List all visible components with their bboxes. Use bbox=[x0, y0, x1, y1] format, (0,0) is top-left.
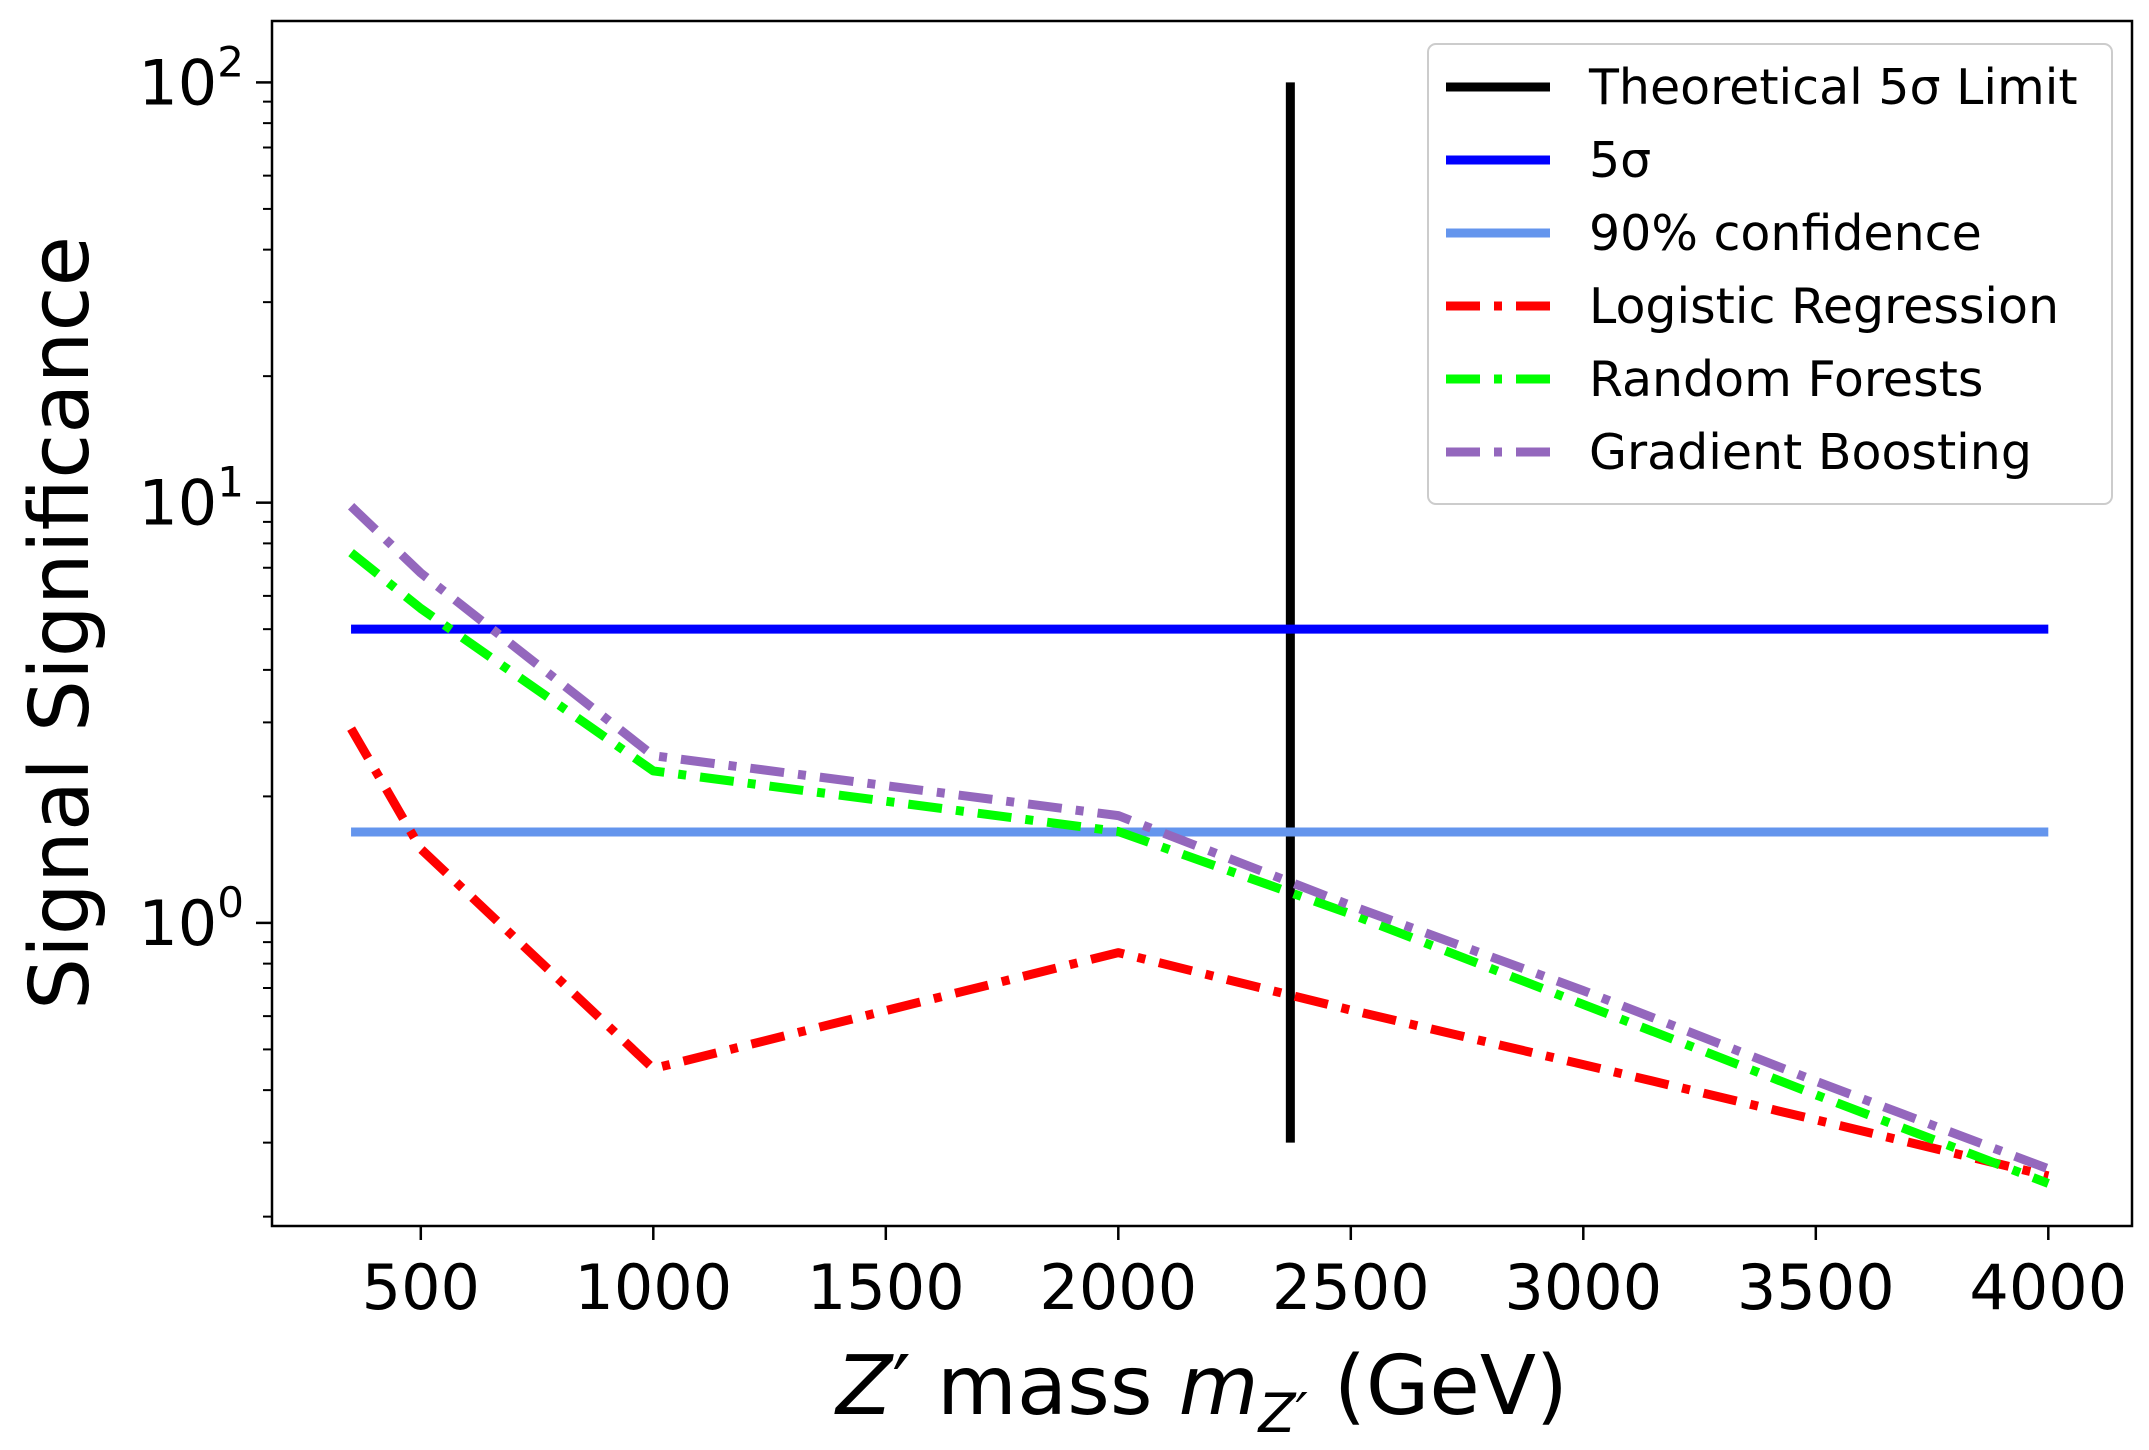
legend-label-random-forests: Random Forests bbox=[1589, 351, 1983, 408]
x-tick-label: 1000 bbox=[574, 1251, 732, 1324]
legend-label-logistic-regression: Logistic Regression bbox=[1589, 278, 2059, 335]
legend-box bbox=[1427, 43, 2113, 505]
series-line-logistic-regression bbox=[347, 726, 2050, 1181]
x-tick-label: 3500 bbox=[1737, 1251, 1895, 1324]
x-tick-label: 2000 bbox=[1039, 1251, 1197, 1324]
series-line-random-forests bbox=[348, 549, 2050, 1188]
y-tick-label: 100 bbox=[138, 878, 244, 960]
axis-ticks: 500 1000 1500 2000 2500 3000 3500 4000 100 101 102 bbox=[138, 37, 2127, 1324]
legend-label-theoretical-5sigma-limit: Theoretical 5σ Limit bbox=[1588, 59, 2078, 116]
y-tick-label: 102 bbox=[138, 37, 244, 119]
x-axis-label: Z′ mass mZ′ (GeV) bbox=[834, 1339, 1568, 1445]
x-tick-label: 4000 bbox=[1969, 1251, 2127, 1324]
legend-label-gradient-boosting: Gradient Boosting bbox=[1589, 424, 2032, 481]
series-layer bbox=[347, 82, 2050, 1188]
legend-label-90pct-confidence: 90% confidence bbox=[1589, 205, 1982, 262]
y-axis-label: Signal Significance bbox=[13, 236, 108, 1010]
x-tick-label: 2500 bbox=[1272, 1251, 1430, 1324]
x-tick-label: 1500 bbox=[807, 1251, 965, 1324]
legend: Theoretical 5σ Limit 5σ 90% confidence Logi… bbox=[1427, 43, 2113, 505]
series-line-gradient-boosting bbox=[347, 503, 2050, 1174]
plot-frame bbox=[270, 19, 2134, 1228]
y-tick-label: 101 bbox=[138, 458, 244, 540]
x-tick-label: 500 bbox=[362, 1251, 480, 1324]
x-tick-label: 3000 bbox=[1504, 1251, 1662, 1324]
legend-label-5sigma: 5σ bbox=[1589, 132, 1651, 189]
